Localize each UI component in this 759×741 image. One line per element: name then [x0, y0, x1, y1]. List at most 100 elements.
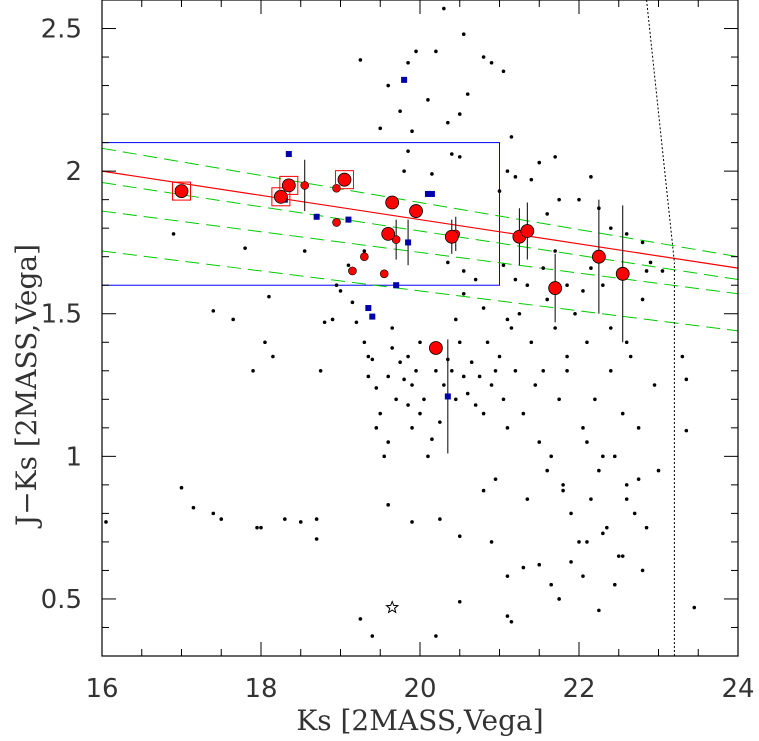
- field-point: [533, 383, 538, 387]
- blue-square-point: [313, 213, 320, 220]
- field-point: [374, 386, 379, 390]
- field-point: [390, 326, 394, 330]
- field-point: [171, 232, 176, 236]
- field-point: [350, 300, 355, 305]
- field-point: [573, 311, 577, 316]
- field-point: [489, 540, 494, 544]
- field-point: [501, 397, 506, 402]
- plot-frame: [101, 0, 739, 657]
- large-red-point: [337, 172, 352, 187]
- field-point: [231, 317, 235, 322]
- field-point: [549, 582, 553, 587]
- field-point: [430, 437, 434, 442]
- field-point: [505, 317, 510, 322]
- x-tick-label: 24: [721, 674, 754, 704]
- field-point: [493, 368, 498, 373]
- red-sequence-line: [101, 170, 739, 269]
- field-point: [505, 426, 510, 430]
- field-point: [565, 283, 569, 288]
- field-point: [513, 368, 518, 373]
- field-point: [477, 374, 482, 379]
- field-point: [616, 554, 621, 558]
- field-point: [632, 511, 637, 516]
- field-point: [609, 368, 613, 373]
- x-tick-label: 18: [244, 674, 277, 704]
- blue-square-point: [365, 305, 372, 312]
- field-point: [553, 155, 557, 159]
- highlight-box: [334, 170, 354, 190]
- field-point: [398, 360, 402, 365]
- field-point: [370, 357, 375, 362]
- field-point: [410, 520, 414, 524]
- field-point: [418, 340, 422, 345]
- field-point: [501, 69, 506, 74]
- x-axis-title: Ks [2MASS,Vega]: [296, 704, 543, 737]
- green-dashed-line: [101, 182, 739, 281]
- highlight-box: [172, 181, 191, 201]
- field-point: [537, 160, 542, 165]
- blue-square-point: [369, 313, 376, 320]
- field-point: [410, 426, 414, 430]
- field-point: [461, 291, 466, 296]
- large-red-point: [548, 281, 563, 295]
- field-point: [609, 226, 613, 230]
- field-point: [585, 340, 589, 345]
- field-point: [628, 354, 633, 359]
- field-point: [545, 297, 549, 302]
- field-point: [660, 269, 665, 273]
- field-point: [410, 129, 414, 133]
- blue-square-point: [424, 190, 431, 197]
- field-point: [485, 340, 490, 345]
- field-point: [386, 83, 391, 88]
- field-point: [624, 497, 629, 501]
- field-point: [529, 340, 534, 345]
- field-point: [652, 383, 657, 387]
- small-red-point: [360, 252, 369, 261]
- field-point: [330, 317, 335, 322]
- field-point: [370, 634, 375, 638]
- field-point: [426, 98, 430, 102]
- field-point: [620, 411, 625, 416]
- field-point: [406, 149, 410, 153]
- field-point: [557, 397, 561, 402]
- field-point: [243, 246, 247, 250]
- field-point: [624, 232, 629, 236]
- field-point: [104, 520, 108, 524]
- field-point: [354, 320, 359, 325]
- y-axis-title: J−Ks [2MASS,Vega]: [10, 244, 43, 529]
- field-point: [446, 120, 450, 125]
- blue-square-point: [401, 76, 408, 83]
- field-point: [601, 283, 605, 288]
- field-point: [489, 60, 494, 65]
- large-red-point: [428, 341, 443, 355]
- field-point: [525, 497, 530, 501]
- field-point: [338, 289, 343, 293]
- field-point: [461, 374, 466, 379]
- field-point: [442, 6, 446, 11]
- field-point: [561, 488, 565, 493]
- small-red-point: [379, 269, 389, 279]
- field-point: [612, 582, 617, 587]
- field-point: [267, 294, 271, 299]
- field-point: [545, 468, 549, 473]
- field-point: [509, 619, 514, 624]
- field-point: [553, 249, 557, 253]
- field-point: [434, 634, 438, 638]
- field-point: [346, 263, 351, 268]
- field-point: [537, 562, 542, 567]
- field-point: [422, 397, 426, 402]
- green-dashed-line: [101, 210, 739, 295]
- field-point: [541, 368, 546, 373]
- field-point: [406, 403, 410, 407]
- field-point: [434, 368, 438, 373]
- large-red-point: [273, 189, 288, 204]
- green-dashed-line: [101, 147, 739, 258]
- field-point: [497, 189, 502, 193]
- field-point: [644, 525, 649, 530]
- y-tick-label: 2.5: [41, 15, 82, 45]
- field-point: [620, 554, 625, 558]
- field-point: [589, 497, 593, 501]
- field-point: [410, 383, 414, 387]
- field-point: [318, 368, 323, 373]
- field-point: [457, 534, 462, 539]
